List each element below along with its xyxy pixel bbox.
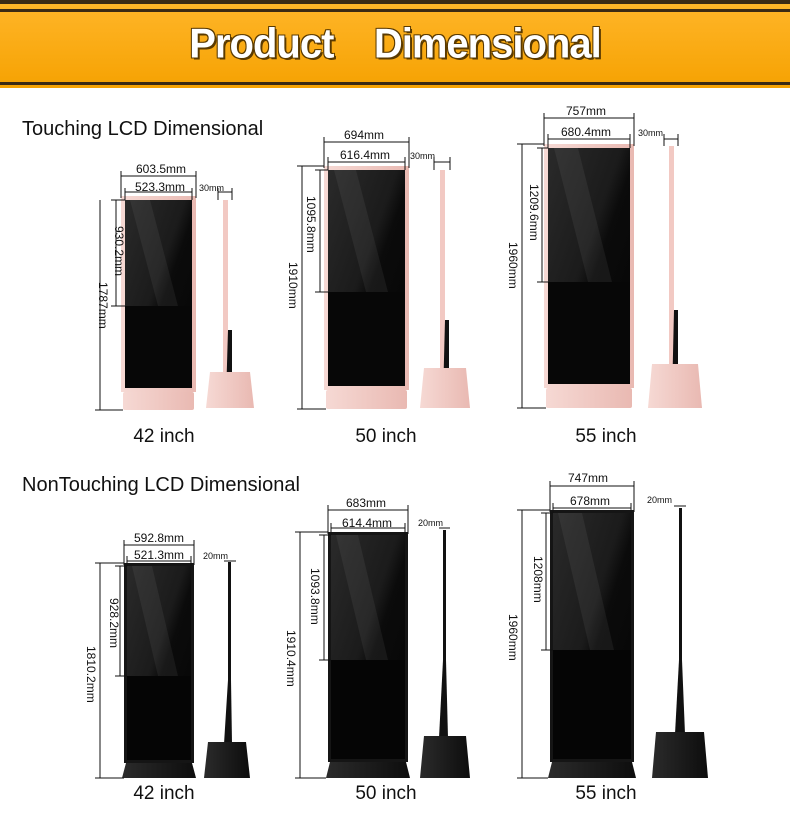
total-height-label: 1960mm — [506, 614, 520, 661]
total-height-label: 1910.4mm — [284, 630, 298, 687]
total-height-label: 1960mm — [506, 242, 520, 289]
screen-height-label: 1209.6mm — [527, 184, 541, 241]
outer-width-label: 747mm — [568, 471, 609, 485]
header-banner: Product Dimensional — [0, 0, 790, 92]
kiosk-side — [228, 562, 231, 680]
total-height-label: 1910mm — [286, 262, 300, 309]
kiosk-base — [122, 763, 196, 778]
screen-width-label: 678mm — [570, 494, 611, 508]
dimension-lines — [95, 113, 686, 779]
size-caption: 42 inch — [133, 783, 195, 804]
depth-label: 20mm — [647, 495, 673, 505]
size-caption: 55 inch — [575, 426, 637, 447]
screen-height-label: 1095.8mm — [304, 196, 318, 253]
kiosk-base — [546, 388, 632, 408]
outer-width-label: 603.5mm — [136, 162, 187, 176]
kiosk-side — [443, 530, 446, 660]
banner-title: Product Dimensional — [189, 20, 601, 68]
kiosk-nontouch-55 — [548, 508, 708, 778]
size-caption: 50 inch — [355, 783, 417, 804]
kiosk-touch-55 — [544, 144, 702, 408]
screen-width-label: 680.4mm — [561, 125, 612, 139]
kiosk-side — [440, 170, 445, 370]
banner-rule — [0, 88, 790, 92]
outer-width-label: 592.8mm — [134, 531, 185, 545]
depth-label: 30mm — [410, 151, 436, 161]
screen-height-label: 928.2mm — [107, 598, 121, 649]
kiosk-base — [326, 390, 407, 409]
kiosk-side — [223, 200, 228, 376]
depth-label: 30mm — [199, 183, 225, 193]
screen-width-label: 523.3mm — [135, 180, 186, 194]
depth-label: 30mm — [638, 128, 664, 138]
size-caption: 55 inch — [575, 783, 637, 804]
screen-width-label: 616.4mm — [340, 148, 391, 162]
size-caption: 42 inch — [133, 426, 195, 447]
kiosk-side — [679, 508, 682, 660]
banner-rule — [0, 9, 790, 12]
section-title-nontouching: NonTouching LCD Dimensional — [22, 474, 300, 496]
outer-width-label: 757mm — [566, 104, 607, 118]
total-height-label: 1810.2mm — [84, 646, 98, 703]
screen-height-label: 1093.8mm — [308, 568, 322, 625]
kiosk-base — [326, 762, 410, 778]
kiosk-base — [548, 762, 636, 778]
outer-width-label: 694mm — [344, 128, 385, 142]
size-caption: 50 inch — [355, 426, 417, 447]
total-height-label: 1787mm — [96, 282, 110, 329]
outer-width-label: 683mm — [346, 496, 387, 510]
kiosk-touch-42 — [121, 196, 254, 410]
depth-label: 20mm — [418, 518, 444, 528]
banner-rule — [0, 82, 790, 85]
screen-width-label: 614.4mm — [342, 516, 393, 530]
kiosk-nontouch-42 — [122, 562, 250, 778]
kiosk-base — [123, 392, 194, 410]
kiosk-nontouch-50 — [326, 530, 470, 778]
section-title-touching: Touching LCD Dimensional — [22, 118, 264, 140]
kiosk-touch-50 — [324, 166, 470, 409]
screen-height-label: 930.2mm — [112, 226, 126, 277]
banner-rule — [0, 0, 790, 4]
depth-label: 20mm — [203, 551, 229, 561]
kiosk-side — [669, 146, 674, 366]
screen-width-label: 521.3mm — [134, 548, 185, 562]
screen-height-label: 1208mm — [531, 556, 545, 603]
